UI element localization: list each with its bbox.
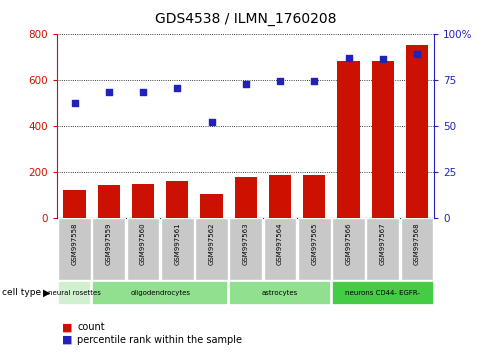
Bar [132, 184, 154, 218]
Bar [337, 61, 360, 218]
Text: cell type: cell type [2, 289, 41, 297]
Bar [269, 175, 291, 218]
Text: GSM997558: GSM997558 [71, 223, 77, 265]
Text: count: count [77, 322, 105, 332]
Text: neural rosettes: neural rosettes [48, 290, 101, 296]
Bar [229, 281, 331, 305]
Text: oligodendrocytes: oligodendrocytes [130, 290, 190, 296]
Point [242, 81, 250, 87]
Bar [58, 281, 91, 305]
Bar [303, 175, 325, 218]
Text: GSM997565: GSM997565 [311, 223, 317, 265]
Point [173, 86, 181, 91]
Text: GSM997561: GSM997561 [174, 223, 180, 265]
Bar [332, 218, 365, 280]
Bar [92, 281, 228, 305]
Bar [332, 281, 434, 305]
Point [208, 119, 216, 125]
Bar [161, 218, 194, 280]
Point [70, 100, 78, 105]
Text: ■: ■ [62, 322, 73, 332]
Text: GSM997566: GSM997566 [345, 223, 351, 265]
Text: percentile rank within the sample: percentile rank within the sample [77, 335, 243, 345]
Text: GSM997560: GSM997560 [140, 223, 146, 265]
Bar [401, 218, 434, 280]
Bar [127, 218, 160, 280]
Point [276, 78, 284, 84]
Point [139, 89, 147, 95]
Point [310, 78, 318, 84]
Bar [201, 194, 223, 218]
Bar [63, 190, 86, 218]
Bar [406, 45, 428, 218]
Point [413, 51, 421, 57]
Text: GSM997559: GSM997559 [106, 223, 112, 265]
Text: ■: ■ [62, 335, 73, 345]
Text: astrocytes: astrocytes [262, 290, 298, 296]
Point [105, 89, 113, 95]
Bar [298, 218, 331, 280]
Point [344, 56, 352, 61]
Bar [235, 177, 257, 218]
Text: GSM997568: GSM997568 [414, 223, 420, 265]
Bar [263, 218, 296, 280]
Bar [166, 181, 189, 218]
Bar [372, 61, 394, 218]
Bar [230, 218, 262, 280]
Bar [98, 185, 120, 218]
Text: GSM997563: GSM997563 [243, 223, 249, 265]
Bar [58, 218, 91, 280]
Point [379, 56, 387, 62]
Text: GSM997562: GSM997562 [209, 223, 215, 265]
Bar [92, 218, 125, 280]
Text: ▶: ▶ [42, 288, 50, 298]
Text: GDS4538 / ILMN_1760208: GDS4538 / ILMN_1760208 [155, 12, 336, 27]
Text: GSM997564: GSM997564 [277, 223, 283, 265]
Text: GSM997567: GSM997567 [380, 223, 386, 265]
Bar [195, 218, 228, 280]
Bar [366, 218, 399, 280]
Text: neurons CD44- EGFR-: neurons CD44- EGFR- [345, 290, 420, 296]
